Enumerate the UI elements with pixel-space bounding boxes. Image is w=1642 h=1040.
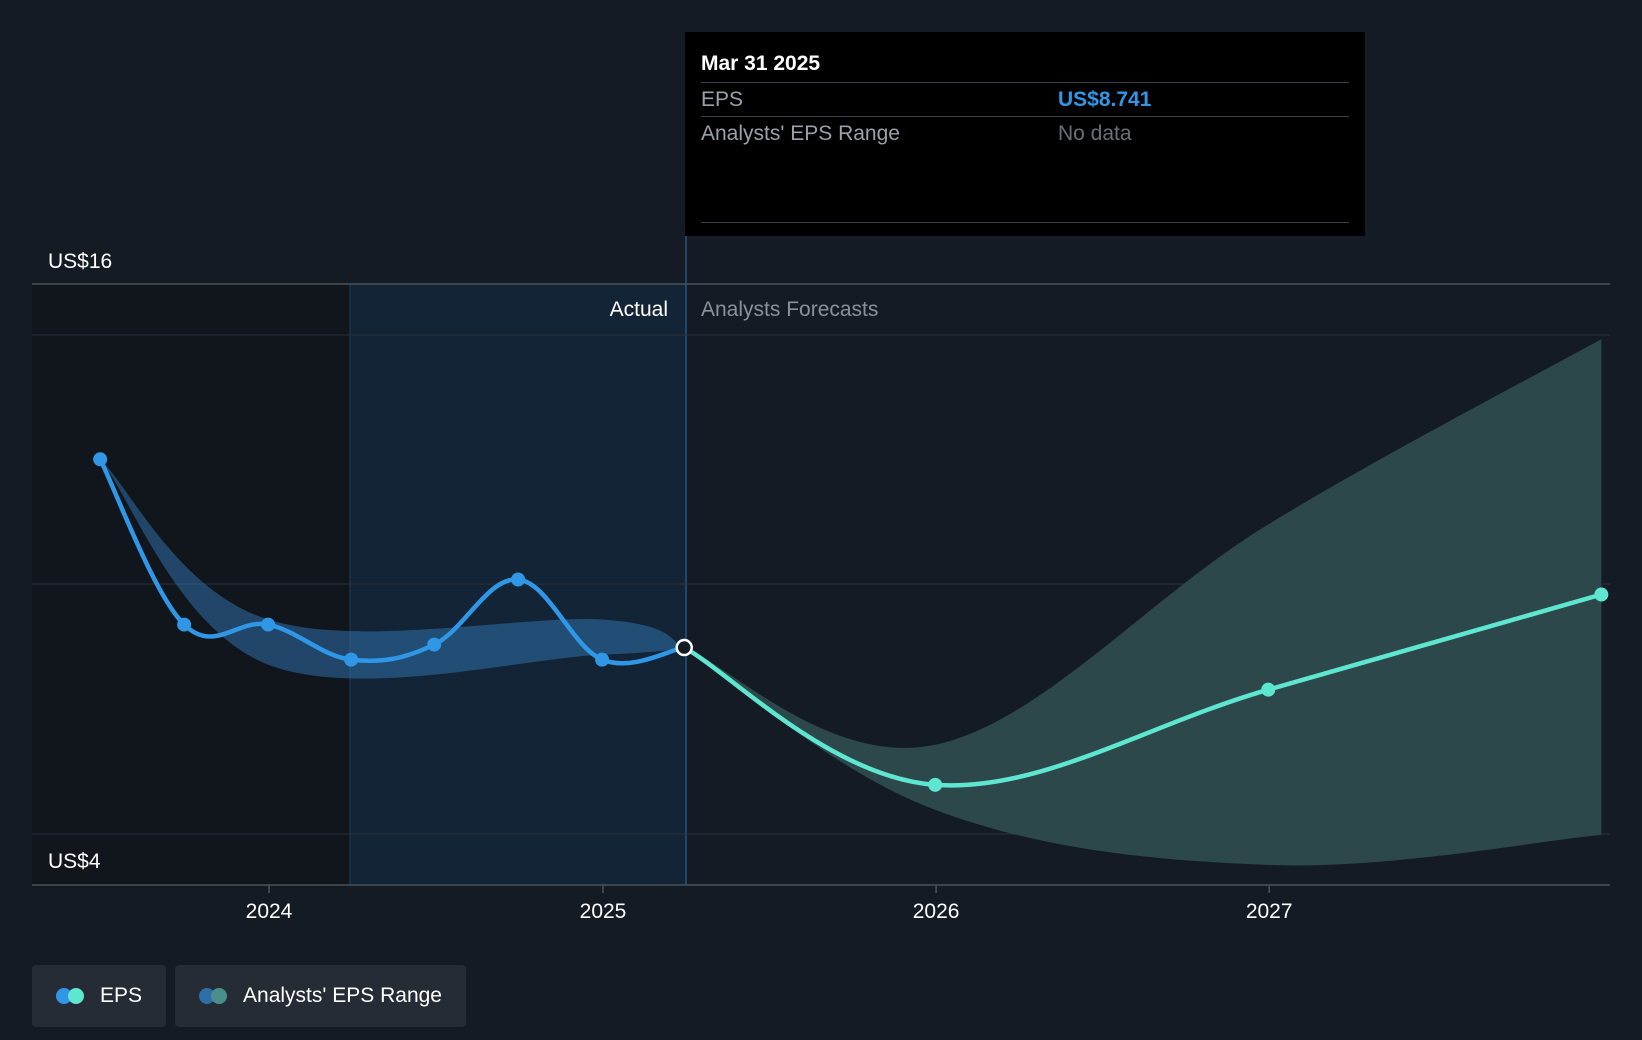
tooltip-row-range: Analysts' EPS Range No data [701,116,1349,150]
legend-eps-label: EPS [100,984,143,1007]
tooltip: Mar 31 2025 EPS US$8.741 Analysts' EPS R… [685,32,1365,236]
tooltip-range-label: Analysts' EPS Range [701,122,900,145]
eps-legend-swatch-icon [56,988,88,1004]
legend: EPS Analysts' EPS Range [32,965,466,1027]
eps-forecast-points [928,587,1609,792]
eps-data-point[interactable] [344,652,359,667]
eps-data-point[interactable] [1261,682,1276,697]
eps-range-band-forecast [684,339,1602,866]
tooltip-eps-value: US$8.741 [1058,88,1152,111]
x-tick-label: 2027 [1246,900,1293,923]
tooltip-eps-label: EPS [701,88,744,111]
eps-highlight-point[interactable] [675,638,693,657]
y-tick-bottom-label: US$4 [48,850,101,873]
eps-forecast-line [681,592,1604,788]
y-tick-top-label: US$16 [48,250,112,273]
eps-actual-points [93,452,610,667]
eps-data-point[interactable] [93,452,108,467]
eps-data-point[interactable] [261,617,276,632]
tooltip-divider [701,222,1349,223]
eps-data-point[interactable] [1594,587,1609,602]
tooltip-date: Mar 31 2025 [701,52,821,75]
x-tick-label: 2025 [580,900,627,923]
eps-data-point[interactable] [928,777,943,792]
tooltip-row-eps: EPS US$8.741 [701,82,1349,116]
eps-data-point[interactable] [511,572,526,587]
actual-section-label: Actual [610,298,668,321]
legend-eps-range-label: Analysts' EPS Range [243,984,442,1007]
eps-data-point[interactable] [427,637,442,652]
tooltip-range-value: No data [1058,122,1132,145]
legend-item-eps-range[interactable]: Analysts' EPS Range [175,965,466,1027]
eps-data-point[interactable] [177,617,192,632]
forecast-section-label: Analysts Forecasts [701,298,878,321]
x-axis-ticks: 2024 2025 2026 2027 [246,885,1293,923]
legend-item-eps[interactable]: EPS [32,965,167,1027]
eps-data-point[interactable] [595,652,610,667]
eps-range-band-actual [100,459,685,679]
eps-range-legend-swatch-icon [199,988,231,1004]
x-tick-label: 2024 [246,900,293,923]
x-tick-label: 2026 [913,900,960,923]
